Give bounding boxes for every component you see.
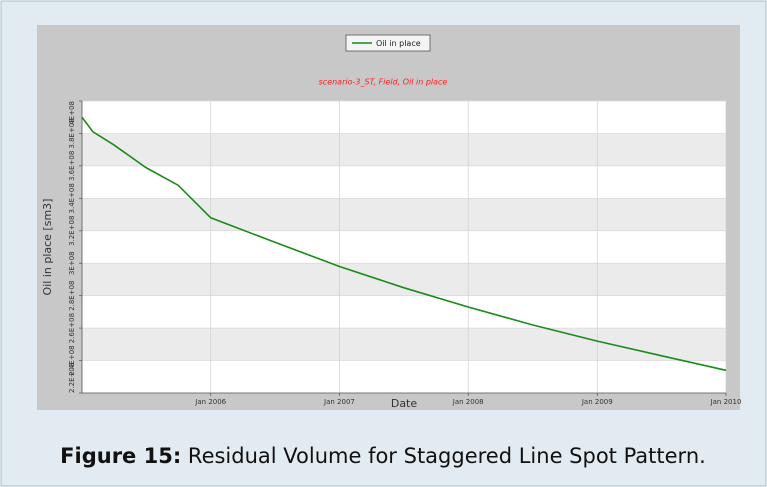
y-tick-label: 3.4E+08 <box>68 183 76 213</box>
legend-label: Oil in place <box>376 39 421 48</box>
y-tick-label: 2.4E+08 <box>68 345 76 375</box>
plot: 2.2E+082.4E+08 2.6E+08 2.8E+08 3E+08 3.2E+08… <box>68 100 742 406</box>
x-tick-label: Jan 2010 <box>710 398 742 406</box>
y-tick-label: 2.2E+08 <box>68 363 76 393</box>
grid-band <box>82 133 726 166</box>
x-tick-label: Jan 2006 <box>194 398 226 406</box>
y-tick-label: 3.2E+08 <box>68 216 76 246</box>
y-tick-label: 4E+08 <box>68 101 76 125</box>
y-tick-label: 3.6E+08 <box>68 151 76 181</box>
grid-band <box>82 328 726 361</box>
x-tick-label: Jan 2007 <box>323 398 355 406</box>
legend-box <box>345 34 431 52</box>
x-tick-label: Jan 2009 <box>581 398 613 406</box>
grid-band <box>82 263 726 296</box>
caption-label: Figure 15: <box>60 444 181 468</box>
y-tick-label: 3.8E+08 <box>68 118 76 148</box>
x-tick-label: Jan 2008 <box>452 398 484 406</box>
caption: Figure 15: Residual Volume for Staggered… <box>60 444 706 468</box>
caption-text: Residual Volume for Staggered Line Spot … <box>188 444 706 468</box>
grid-band <box>82 198 726 231</box>
subtitle: scenario-3_ST, Field, Oil in place <box>319 78 448 87</box>
line-series <box>81 116 727 372</box>
y-tick-label: 2.6E+08 <box>68 313 76 343</box>
y-axis-label: Oil in place [sm3] <box>41 199 54 296</box>
x-axis-label: Date <box>391 397 418 410</box>
y-tick-label: 2.8E+08 <box>68 281 76 311</box>
y-tick-label: 3E+08 <box>68 251 76 275</box>
